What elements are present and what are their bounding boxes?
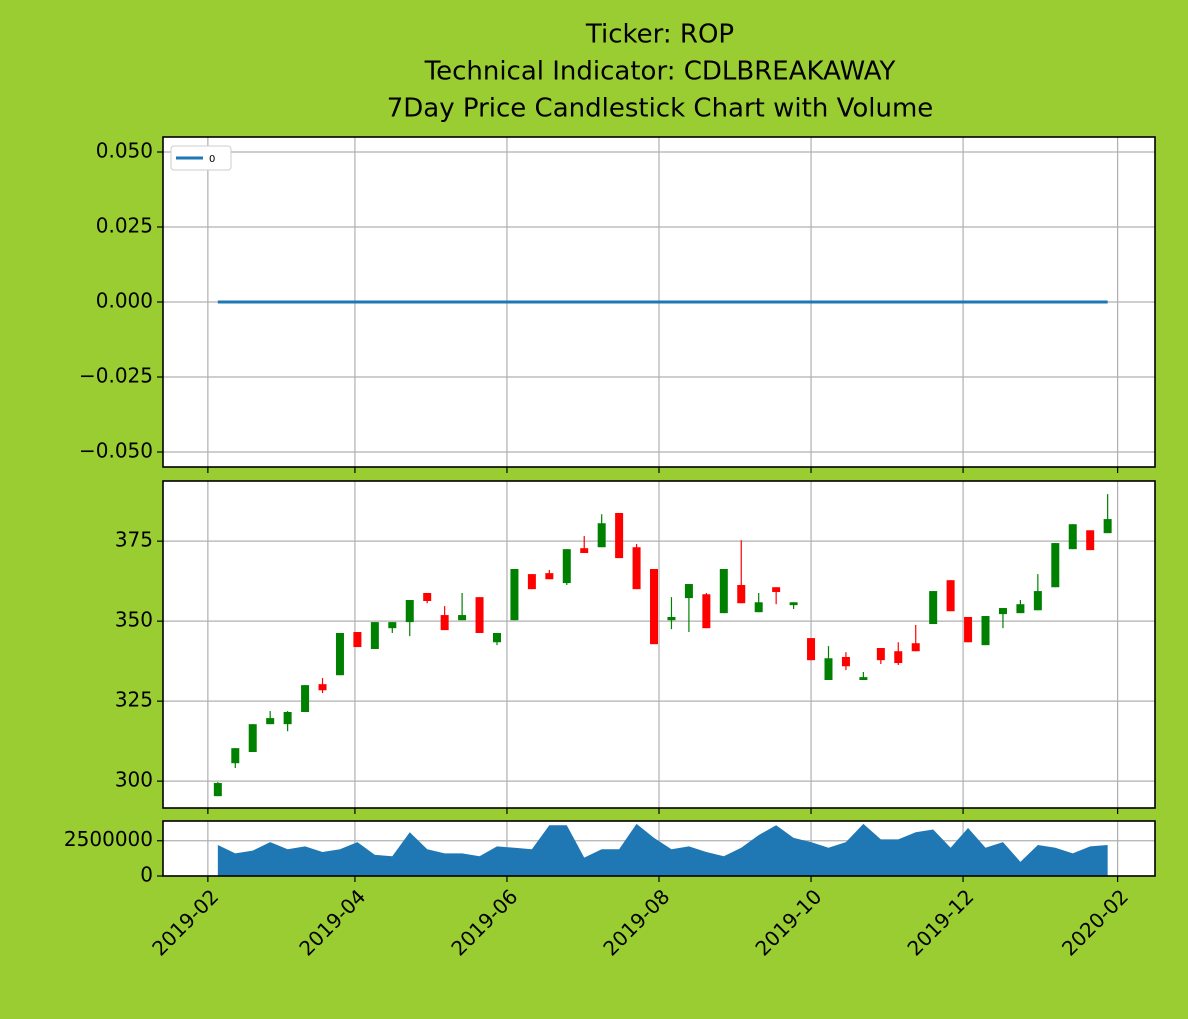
candle-body <box>527 574 536 590</box>
y-tick-label: 0.000 <box>96 289 153 313</box>
volume-area <box>217 823 1108 876</box>
candle-body <box>370 622 379 649</box>
candle-body <box>702 594 711 629</box>
title-line: 7Day Price Candlestick Chart with Volume <box>387 94 934 124</box>
candle-body <box>1016 604 1025 614</box>
candle-body <box>335 632 344 676</box>
candle-body <box>458 615 467 621</box>
candle-body <box>1086 530 1095 551</box>
candle-body <box>580 548 589 553</box>
candle-body <box>684 584 693 599</box>
candle-body <box>562 549 571 584</box>
candle-body <box>423 592 432 601</box>
y-tick-label: 375 <box>115 528 153 552</box>
candle-body <box>911 643 920 652</box>
y-tick-label: 0 <box>140 863 153 887</box>
candle-body <box>667 616 676 621</box>
y-tick-label: 0.050 <box>96 139 153 163</box>
candle-body <box>405 600 414 623</box>
candle-body <box>824 658 833 681</box>
candle-body <box>440 615 449 631</box>
legend-label: 0 <box>209 154 215 165</box>
candle-body <box>841 656 850 667</box>
candle-body <box>650 568 659 645</box>
candle-body <box>353 632 362 648</box>
candle-body <box>545 573 554 580</box>
candle-body <box>894 651 903 664</box>
plot-frame <box>162 480 1156 809</box>
candle-body <box>789 602 798 606</box>
candle-body <box>876 648 885 661</box>
candle-body <box>492 632 501 643</box>
candle-body <box>231 748 240 764</box>
y-tick-label: 350 <box>115 608 153 632</box>
y-tick-label: 325 <box>115 688 153 712</box>
candle-body <box>772 587 781 593</box>
candle-body <box>998 608 1007 615</box>
candle-body <box>1068 524 1077 550</box>
y-tick-label: −0.025 <box>79 364 153 388</box>
candle-body <box>719 568 728 614</box>
candle-body <box>807 638 816 661</box>
candle-body <box>964 616 973 643</box>
candle-body <box>248 724 257 753</box>
candle-body <box>946 580 955 612</box>
candle-body <box>737 584 746 604</box>
candle-body <box>1051 543 1060 588</box>
y-tick-label: 0.025 <box>96 214 153 238</box>
candle-body <box>615 512 624 559</box>
candle-body <box>632 547 641 590</box>
candle-body <box>597 523 606 548</box>
candle-body <box>213 783 222 797</box>
candle-body <box>283 712 292 725</box>
plot-frame <box>162 136 1156 468</box>
candle-body <box>1033 591 1042 611</box>
candle-body <box>388 622 397 629</box>
y-tick-label: 2500000 <box>64 827 153 851</box>
candle-body <box>754 602 763 613</box>
title-line: Ticker: ROP <box>585 20 734 50</box>
candle-body <box>859 677 868 681</box>
candle-body <box>475 597 484 633</box>
candle-body <box>1103 519 1112 534</box>
title-line: Technical Indicator: CDLBREAKAWAY <box>424 57 896 87</box>
y-tick-label: −0.050 <box>79 439 153 463</box>
plot-frame <box>162 820 1156 877</box>
candle-body <box>266 718 275 725</box>
candle-body <box>981 616 990 646</box>
candle-body <box>318 684 327 691</box>
candle-body <box>301 685 310 713</box>
y-tick-label: 300 <box>115 768 153 792</box>
candle-body <box>510 568 519 621</box>
candle-body <box>929 591 938 625</box>
